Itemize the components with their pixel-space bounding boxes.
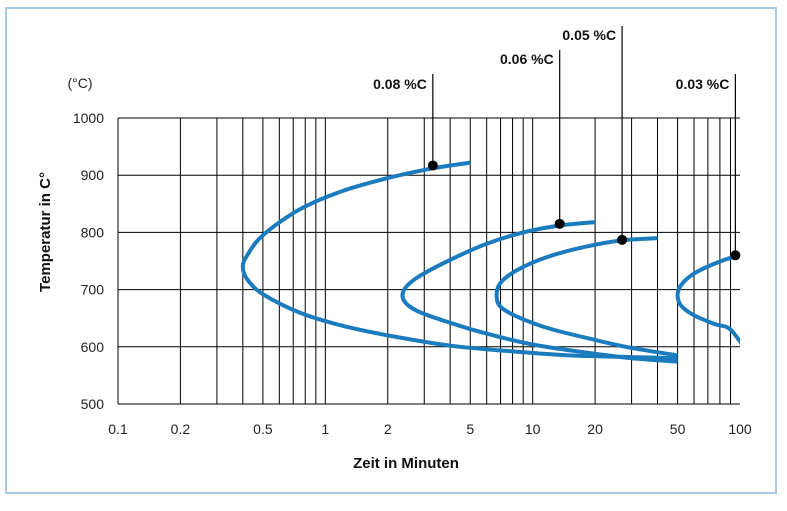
series-marker xyxy=(617,234,628,245)
annotation-label: 0.06 %C xyxy=(500,51,554,67)
y-axis-title: Temperatur in C° xyxy=(37,172,54,292)
x-tick-label: 0.5 xyxy=(253,421,273,437)
series-curve xyxy=(494,236,678,358)
annotation-label: 0.08 %C xyxy=(373,76,427,92)
y-tick-label: 600 xyxy=(81,339,105,355)
x-tick-label: 0.1 xyxy=(108,421,128,437)
x-tick-label: 10 xyxy=(525,421,541,437)
x-tick-label: 100 xyxy=(728,421,752,437)
series-curve xyxy=(675,253,740,345)
series-marker xyxy=(427,160,438,171)
markers xyxy=(427,160,741,261)
y-unit-label: (°C) xyxy=(67,75,92,91)
y-tick-label: 800 xyxy=(81,224,105,240)
x-tick-label: 0.2 xyxy=(171,421,191,437)
series-marker xyxy=(554,218,565,229)
x-tick-label: 2 xyxy=(384,421,392,437)
series-curve xyxy=(400,220,678,364)
series-marker xyxy=(730,250,741,261)
y-tick-label: 500 xyxy=(81,396,105,412)
annotation-label: 0.03 %C xyxy=(676,76,730,92)
x-tick-label: 50 xyxy=(670,421,686,437)
annotation-label: 0.05 %C xyxy=(562,27,616,43)
curves xyxy=(240,160,740,364)
x-tick-label: 1 xyxy=(321,421,329,437)
x-axis-title: Zeit in Minuten xyxy=(353,455,459,472)
x-tick-labels: 0.1 0.2 0.5 1 2 5 10 20 50 100 xyxy=(108,421,752,437)
y-tick-label: 900 xyxy=(81,167,105,183)
y-tick-label: 700 xyxy=(81,282,105,298)
series-curve xyxy=(240,160,678,361)
chart-frame xyxy=(5,7,777,494)
y-tick-labels: 500 600 700 800 900 1000 xyxy=(73,110,104,412)
y-tick-label: 1000 xyxy=(73,110,104,126)
annotations: 0.08 %C 0.06 %C 0.05 %C 0.03 %C xyxy=(373,26,736,252)
x-tick-label: 5 xyxy=(466,421,474,437)
x-tick-label: 20 xyxy=(587,421,603,437)
